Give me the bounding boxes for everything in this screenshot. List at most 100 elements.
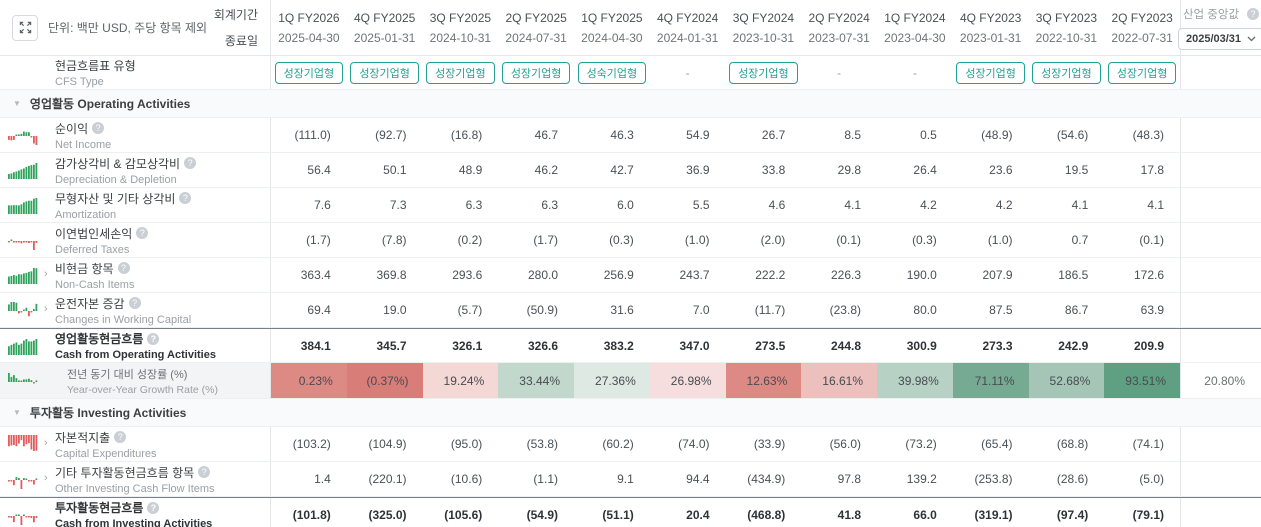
value-cell: 46.3 bbox=[610, 128, 634, 142]
info-icon[interactable]: ? bbox=[179, 192, 192, 204]
value-cell: 1.4 bbox=[314, 472, 331, 486]
info-icon[interactable]: ? bbox=[92, 122, 105, 134]
info-icon[interactable]: ? bbox=[136, 227, 149, 239]
value-cell: (16.8) bbox=[450, 128, 483, 142]
value-cell: (0.1) bbox=[836, 233, 861, 247]
value-cell: (7.8) bbox=[381, 233, 407, 247]
cfs-type-cell: 성장기업형 bbox=[271, 56, 347, 89]
column-header: 3Q FY2023 2022-10-31 bbox=[1029, 0, 1105, 55]
industry-median-cell bbox=[1180, 153, 1261, 187]
value-cell: (2.0) bbox=[760, 233, 786, 247]
value-cell: 7.3 bbox=[389, 198, 407, 212]
fullscreen-button[interactable] bbox=[12, 14, 38, 41]
industry-median-cell bbox=[1180, 188, 1261, 222]
row-label-ko: 이연법인세손익? bbox=[55, 225, 270, 242]
row-label-en: Other Investing Cash Flow Items bbox=[55, 482, 215, 495]
row-label-ko: 무형자산 및 기타 상각비? bbox=[55, 190, 270, 207]
value-cell: 4.2 bbox=[995, 198, 1013, 212]
table-row: 무형자산 및 기타 상각비? Amortization 7.6 7.3 6.3 6.3… bbox=[0, 188, 1261, 223]
chevron-down-icon bbox=[1247, 36, 1256, 41]
value-cell: 7.6 bbox=[314, 198, 331, 212]
row-label[interactable]: › 비현금 항목? Non-Cash Items bbox=[0, 258, 270, 292]
row-label: 이연법인세손익? Deferred Taxes bbox=[0, 223, 270, 257]
value-cell: 56.4 bbox=[307, 163, 331, 177]
cfs-type-badge: 성장기업형 bbox=[350, 61, 419, 84]
value-cell: 97.8 bbox=[837, 472, 861, 486]
info-icon[interactable]: ? bbox=[128, 297, 141, 309]
end-date: 2022-10-31 bbox=[1035, 30, 1098, 45]
info-icon[interactable]: ? bbox=[117, 262, 130, 274]
industry-median-header: 산업 중앙값 ? 2025/03/31 bbox=[1177, 0, 1261, 55]
row-label[interactable]: › 운전자본 증감? Changes in Working Capital bbox=[0, 293, 270, 327]
value-cell: (23.8) bbox=[829, 303, 861, 317]
value-cell: 48.9 bbox=[458, 163, 483, 177]
growth-cell: 27.36% bbox=[574, 363, 650, 398]
value-cell: 207.9 bbox=[982, 268, 1013, 282]
row-label-ko: 운전자본 증감? bbox=[55, 295, 270, 312]
cfs-type-cell: 성숙기업형 bbox=[574, 56, 650, 89]
empty-value: - bbox=[685, 65, 690, 80]
value-cell: 54.9 bbox=[686, 128, 710, 142]
column-header: 1Q FY2026 2025-04-30 bbox=[271, 0, 347, 55]
info-icon[interactable]: ? bbox=[1247, 7, 1260, 20]
end-date: 2024-07-31 bbox=[505, 30, 567, 45]
row-label[interactable]: › 자본적지출? Capital Expenditures bbox=[0, 427, 270, 461]
value-cell: (10.6) bbox=[450, 472, 483, 486]
row-label[interactable]: › 기타 투자활동현금흐름 항목? Other Investing Cash F… bbox=[0, 462, 270, 496]
period-name: 2Q FY2024 bbox=[808, 10, 870, 25]
value-cell: (53.8) bbox=[526, 437, 558, 451]
expand-chevron-icon[interactable]: › bbox=[44, 437, 48, 450]
cfs-median-cell bbox=[1180, 56, 1261, 89]
value-cell: 63.9 bbox=[1140, 303, 1164, 317]
end-date: 2025-01-31 bbox=[353, 30, 416, 45]
value-cell: 20.4 bbox=[686, 507, 710, 522]
value-cell: 19.5 bbox=[1064, 163, 1089, 177]
table-row: 영업활동현금흐름? Cash from Operating Activities… bbox=[0, 328, 1261, 363]
period-name: 2Q FY2023 bbox=[1111, 10, 1173, 25]
row-label-en: Net Income bbox=[55, 138, 112, 151]
cfs-type-badge: 성장기업형 bbox=[1107, 61, 1177, 84]
section-header[interactable]: ▼ 투자활동 Investing Activities bbox=[0, 399, 1261, 427]
info-icon[interactable]: ? bbox=[147, 332, 160, 345]
value-cell: 363.4 bbox=[300, 268, 331, 282]
value-cell: 8.5 bbox=[844, 128, 861, 142]
row-label-ko: 투자활동현금흐름? bbox=[55, 499, 270, 516]
trend-sparkline-icon bbox=[8, 338, 38, 355]
value-cell: (48.3) bbox=[1132, 128, 1164, 142]
info-icon[interactable]: ? bbox=[147, 501, 160, 514]
value-cell: 139.2 bbox=[906, 472, 937, 486]
info-icon[interactable]: ? bbox=[184, 157, 197, 169]
industry-median-cell bbox=[1180, 223, 1261, 257]
value-cell: 6.3 bbox=[465, 198, 483, 212]
value-cell: 300.9 bbox=[906, 338, 937, 353]
row-label-en: Deferred Taxes bbox=[55, 243, 130, 256]
section-header[interactable]: ▼ 영업활동 Operating Activities bbox=[0, 90, 1261, 118]
row-label-ko: 감가상각비 & 감모상각비? bbox=[55, 155, 270, 172]
info-icon[interactable]: ? bbox=[198, 466, 211, 478]
date-dropdown-value: 2025/03/31 bbox=[1185, 32, 1242, 45]
expand-icon bbox=[19, 21, 31, 34]
growth-cell: 33.44% bbox=[498, 363, 574, 398]
table-row: › 운전자본 증감? Changes in Working Capital 69… bbox=[0, 293, 1261, 328]
end-date: 2023-07-31 bbox=[808, 30, 870, 45]
value-cell: 244.8 bbox=[830, 338, 861, 353]
industry-median-cell bbox=[1180, 118, 1261, 152]
expand-chevron-icon[interactable]: › bbox=[44, 268, 48, 281]
value-cell: 33.8 bbox=[761, 163, 786, 177]
cfs-type-badge: 성장기업형 bbox=[274, 61, 344, 84]
value-cell: (73.2) bbox=[905, 437, 937, 451]
value-cell: 69.4 bbox=[307, 303, 331, 317]
cfs-type-cell: 성장기업형 bbox=[423, 56, 499, 89]
industry-median-cell bbox=[1180, 427, 1261, 461]
expand-chevron-icon[interactable]: › bbox=[44, 303, 48, 316]
value-cell: 4.1 bbox=[1071, 198, 1089, 212]
value-cell: 256.9 bbox=[603, 268, 634, 282]
info-icon[interactable]: ? bbox=[114, 431, 127, 443]
end-date: 2025-04-30 bbox=[278, 30, 340, 45]
end-date: 2024-10-31 bbox=[429, 30, 492, 45]
expand-chevron-icon[interactable]: › bbox=[44, 472, 48, 485]
cfs-type-badge: 성장기업형 bbox=[426, 61, 495, 84]
value-cell: 5.5 bbox=[692, 198, 710, 212]
date-dropdown[interactable]: 2025/03/31 bbox=[1177, 27, 1261, 50]
trend-sparkline-icon bbox=[8, 131, 38, 145]
